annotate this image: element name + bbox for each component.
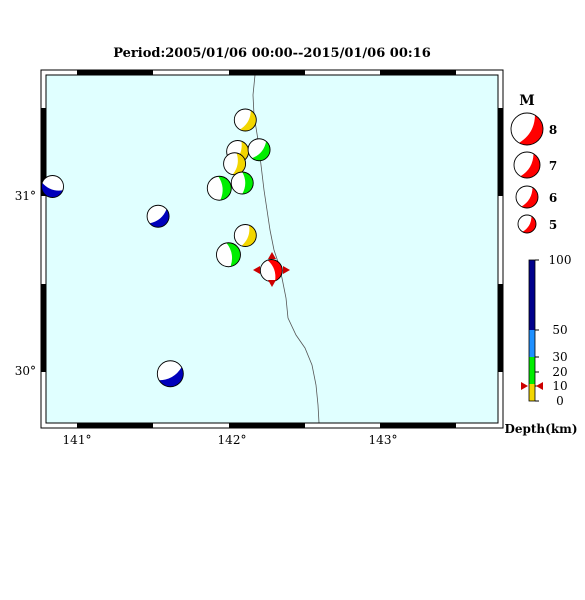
lon-tick-label-141: 141° bbox=[63, 433, 92, 447]
depth-bar-10-0 bbox=[529, 384, 535, 401]
marker-arrow-right bbox=[283, 266, 290, 274]
depth-marker-right-arrow bbox=[536, 382, 543, 390]
beachball-compressional-lobe bbox=[522, 216, 536, 233]
depth-bar-50-30 bbox=[529, 330, 535, 357]
event-beachball-shallow bbox=[223, 152, 247, 176]
frame-bar-top bbox=[77, 70, 153, 75]
event-beachball-deep bbox=[156, 360, 184, 388]
lat-tick-label-31: 31° bbox=[15, 189, 36, 203]
beachball-compressional-lobe bbox=[149, 209, 170, 228]
legend: M 8 7 6 5 100 50 30 20 10 0 Depth(km) bbox=[504, 93, 577, 436]
beachball-compressional-lobe bbox=[241, 225, 257, 247]
magnitude-label-8: 8 bbox=[549, 123, 557, 137]
beachball-compressional-lobe bbox=[267, 259, 283, 281]
lon-tick-label-143: 143° bbox=[369, 433, 398, 447]
beachball-compressional-lobe bbox=[233, 141, 249, 163]
depth-tick-100: 100 bbox=[549, 253, 572, 267]
event-beachball-intermediate bbox=[247, 138, 271, 162]
beachball-outline bbox=[146, 204, 170, 228]
depth-tick-0: 0 bbox=[556, 394, 564, 408]
event-beachball-intermediate bbox=[216, 242, 241, 268]
event-beachball-deep bbox=[41, 175, 64, 198]
beachball-compressional-lobe bbox=[251, 141, 271, 161]
depth-bar-30-10 bbox=[529, 357, 535, 384]
beachball-compressional-lobe bbox=[242, 172, 254, 194]
frame-bar-right bbox=[498, 284, 503, 372]
beachball-outline bbox=[510, 112, 544, 146]
beachball-compressional-lobe bbox=[218, 176, 232, 201]
magnitude-symbol-8 bbox=[510, 112, 544, 146]
marker-arrow-bottom bbox=[268, 280, 276, 287]
beachball-outline bbox=[41, 175, 64, 198]
beachball-compressional-lobe bbox=[226, 242, 241, 267]
frame-bar-left bbox=[41, 108, 46, 196]
depth-tick-20: 20 bbox=[552, 365, 567, 379]
magnitude-symbol-5 bbox=[517, 214, 537, 234]
depth-marker-left-arrow bbox=[521, 382, 528, 390]
event-beachball-intermediate bbox=[206, 175, 232, 201]
beachball-outline bbox=[216, 242, 241, 268]
map-frame bbox=[40, 69, 504, 429]
beachball-compressional-lobe bbox=[239, 110, 257, 131]
event-beachball-shallow bbox=[233, 224, 257, 247]
lon-tick-label-142: 142° bbox=[218, 433, 247, 447]
beachball-outline bbox=[247, 138, 271, 162]
depth-legend-title: Depth(km) bbox=[504, 422, 577, 436]
map-title: Period:2005/01/06 00:00--2015/01/06 00:1… bbox=[113, 46, 431, 61]
lat-tick-label-30: 30° bbox=[15, 364, 36, 378]
sea-area bbox=[46, 75, 498, 423]
beachball-compressional-lobe bbox=[159, 367, 184, 387]
frame-bar-right bbox=[498, 108, 503, 196]
beachball-outline bbox=[517, 214, 537, 234]
event-beachball-deep bbox=[146, 204, 170, 228]
depth-tick-30: 30 bbox=[552, 350, 567, 364]
beachball-compressional-lobe bbox=[519, 115, 543, 145]
depth-bar-deep bbox=[529, 260, 535, 330]
beachball-compressional-lobe bbox=[41, 182, 63, 198]
beachball-outline bbox=[206, 175, 232, 201]
magnitude-symbol-6 bbox=[515, 185, 539, 209]
frame-bar-top bbox=[229, 70, 305, 75]
beachball-outline bbox=[515, 185, 539, 209]
depth-tick-10: 10 bbox=[552, 379, 567, 393]
frame-bar-bottom bbox=[380, 423, 456, 428]
event-beachball-intermediate bbox=[230, 171, 254, 195]
marker-arrow-left bbox=[253, 266, 260, 274]
frame-bar-bottom bbox=[229, 423, 305, 428]
event-layer bbox=[41, 108, 283, 388]
beachball-compressional-lobe bbox=[521, 187, 538, 208]
selected-event-beachball bbox=[259, 259, 283, 282]
magnitude-legend-title: M bbox=[519, 93, 535, 109]
frame-bar-top bbox=[380, 70, 456, 75]
marker-arrow-top bbox=[268, 252, 276, 259]
beachball-compressional-lobe bbox=[520, 153, 541, 178]
beachball-outline bbox=[156, 360, 184, 388]
event-beachball-shallow bbox=[233, 108, 257, 132]
frame-bar-left bbox=[41, 284, 46, 372]
depth-ticks bbox=[535, 259, 539, 402]
magnitude-label-7: 7 bbox=[549, 159, 557, 173]
beachball-outline bbox=[233, 108, 257, 132]
magnitude-label-5: 5 bbox=[549, 218, 557, 232]
magnitude-legend bbox=[510, 112, 544, 234]
beachball-outline bbox=[233, 224, 257, 247]
magnitude-symbol-7 bbox=[513, 151, 541, 179]
beachball-compressional-lobe bbox=[232, 152, 246, 175]
selected-event-marker bbox=[253, 252, 290, 287]
frame-bar-bottom bbox=[77, 423, 153, 428]
beachball-outline bbox=[230, 171, 254, 195]
magnitude-label-6: 6 bbox=[549, 191, 557, 205]
depth-tick-50: 50 bbox=[552, 323, 567, 337]
beachball-outline bbox=[513, 151, 541, 179]
